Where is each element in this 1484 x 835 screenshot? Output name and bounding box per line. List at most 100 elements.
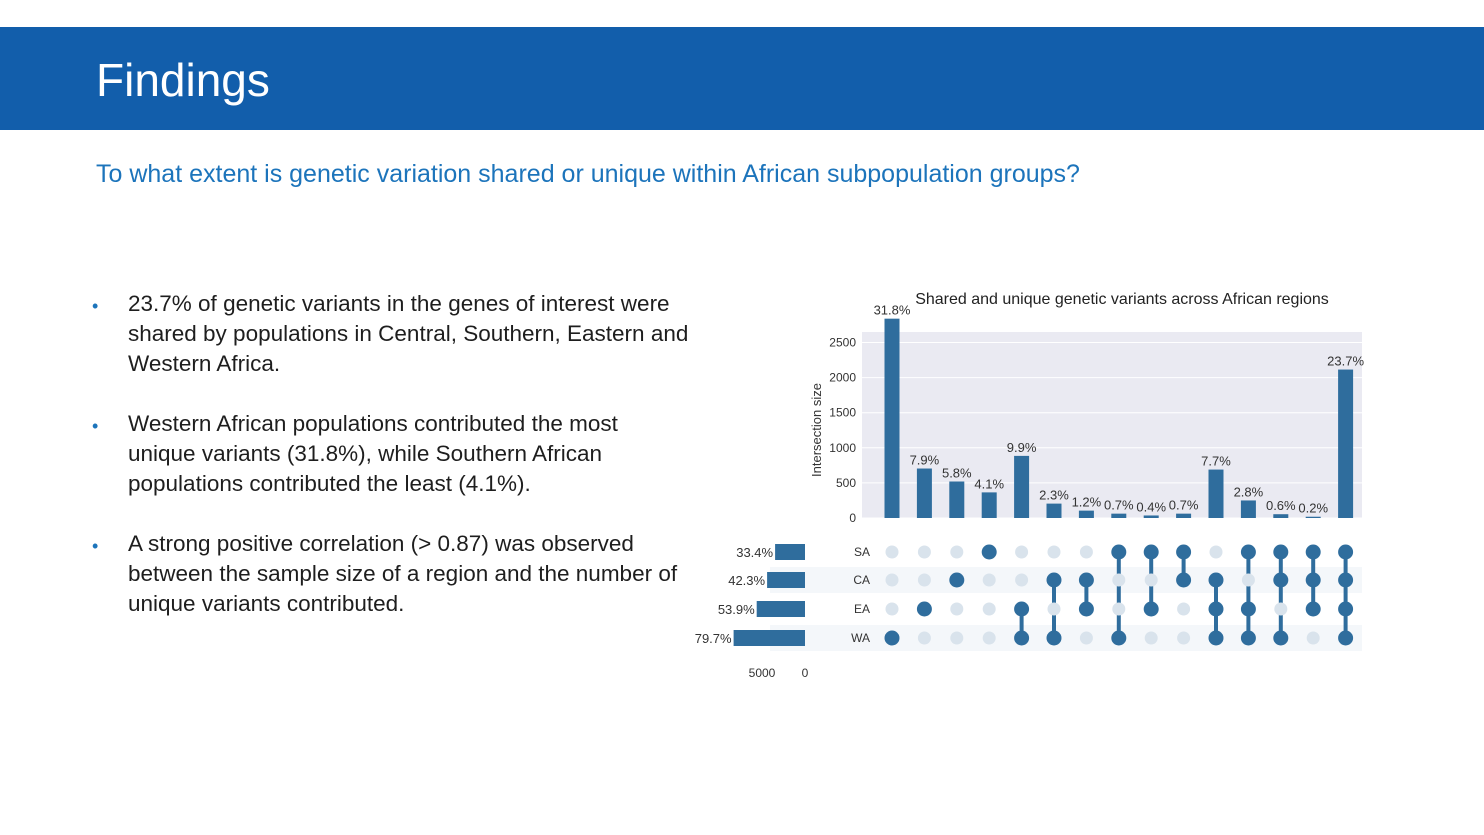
matrix-dot-active [1143,544,1159,560]
matrix-dot-active [1014,601,1030,617]
matrix-dot-inactive [1274,602,1288,616]
set-label: SA [854,545,870,559]
bar-value-label: 31.8% [874,303,911,318]
matrix-dot-inactive [917,631,931,645]
matrix-dot-active [1240,601,1256,617]
matrix-dot-inactive [1306,631,1320,645]
matrix-dot-active [1208,630,1224,646]
y-tick-label: 2500 [829,336,856,350]
intersection-bar [949,481,965,518]
matrix-dot-active [1305,544,1321,560]
bar-value-label: 0.7% [1104,498,1134,513]
y-tick-label: 0 [849,511,856,525]
intersection-bar [1305,516,1321,518]
bar-value-label: 2.3% [1039,488,1069,503]
header-bar [0,27,1484,130]
matrix-dot-inactive [1047,545,1061,559]
upset-chart: Shared and unique genetic variants acros… [695,291,1365,680]
matrix-dot-inactive [1047,602,1061,616]
matrix-dot-active [1305,572,1321,588]
matrix-dot-inactive [917,545,931,559]
intersection-bar [1111,513,1127,518]
matrix-dot-active [1273,572,1289,588]
set-size-bar [767,572,805,588]
bar-value-label: 0.6% [1266,498,1296,513]
matrix-dot-active [1273,630,1289,646]
matrix-dot-inactive [1144,573,1158,587]
matrix-dot-active [1176,572,1192,588]
matrix-dot-active [1143,601,1159,617]
matrix-dot-inactive [917,573,931,587]
matrix-dot-active [1014,630,1030,646]
matrix-dot-inactive [1144,631,1158,645]
bullet-icon: • [92,296,99,316]
intersection-bar [884,318,900,518]
matrix-dot-active [916,601,932,617]
bullet-icon: • [92,536,99,556]
intersection-bar [1176,513,1192,518]
matrix-dot-inactive [950,631,964,645]
matrix-dot-active [1305,601,1321,617]
bar-value-label: 4.1% [974,476,1004,491]
matrix-dot-active [1240,544,1256,560]
intersection-bar [1338,369,1354,518]
matrix-dot-active [1046,572,1062,588]
matrix-row-shade [770,625,1362,651]
matrix-dot-active [1208,572,1224,588]
set-size-bar [756,601,805,617]
y-tick-label: 1000 [829,441,856,455]
y-tick-label: 1500 [829,406,856,420]
matrix-dot-active [1046,630,1062,646]
matrix-dot-inactive [1015,573,1029,587]
matrix-dot-inactive [950,602,964,616]
set-size-bar [733,630,805,646]
matrix-dot-inactive [885,602,899,616]
intersection-bar [1240,500,1256,518]
intersection-bar [1078,510,1094,518]
set-label: WA [851,631,870,645]
finding-item: • Western African populations contribute… [90,409,690,499]
matrix-dot-active [1176,544,1192,560]
matrix-dot-active [1208,601,1224,617]
matrix-dot-active [1338,601,1354,617]
matrix-dot-inactive [1112,573,1126,587]
set-label: EA [854,602,870,616]
matrix-dot-active [981,544,997,560]
bar-value-label: 0.4% [1136,499,1166,514]
matrix-dot-inactive [885,545,899,559]
matrix-dot-active [1338,630,1354,646]
finding-item: • A strong positive correlation (> 0.87)… [90,529,690,619]
matrix-dot-inactive [950,545,964,559]
matrix-dot-inactive [1177,631,1191,645]
intersection-bar [1046,503,1062,518]
matrix-dot-inactive [1079,545,1093,559]
bar-value-label: 23.7% [1327,354,1364,369]
research-question: To what extent is genetic variation shar… [96,160,1080,188]
intersection-bar [1273,514,1289,518]
set-size-bar [775,544,805,560]
matrix-dot-active [884,630,900,646]
findings-list: • 23.7% of genetic variants in the genes… [90,289,690,649]
set-label: CA [853,573,870,587]
finding-text: A strong positive correlation (> 0.87) w… [128,531,678,616]
bar-value-label: 5.8% [942,466,972,481]
bar-value-label: 0.7% [1169,498,1199,513]
finding-text: Western African populations contributed … [128,411,618,496]
matrix-dot-inactive [1241,573,1255,587]
bar-value-label: 7.9% [910,453,940,468]
bar-value-label: 9.9% [1007,440,1037,455]
bar-value-label: 1.2% [1072,495,1102,510]
matrix-dot-active [1273,544,1289,560]
matrix-dot-active [1078,572,1094,588]
matrix-dot-inactive [1112,602,1126,616]
matrix-dot-inactive [1015,545,1029,559]
y-tick-label: 500 [836,476,856,490]
intersection-bar [981,492,997,518]
matrix-dot-active [1111,630,1127,646]
set-size-label: 53.9% [718,602,755,617]
matrix-dot-active [1240,630,1256,646]
plot-background [862,332,1362,518]
matrix-dot-active [949,572,965,588]
matrix-dot-inactive [1209,545,1223,559]
matrix-dot-inactive [885,573,899,587]
